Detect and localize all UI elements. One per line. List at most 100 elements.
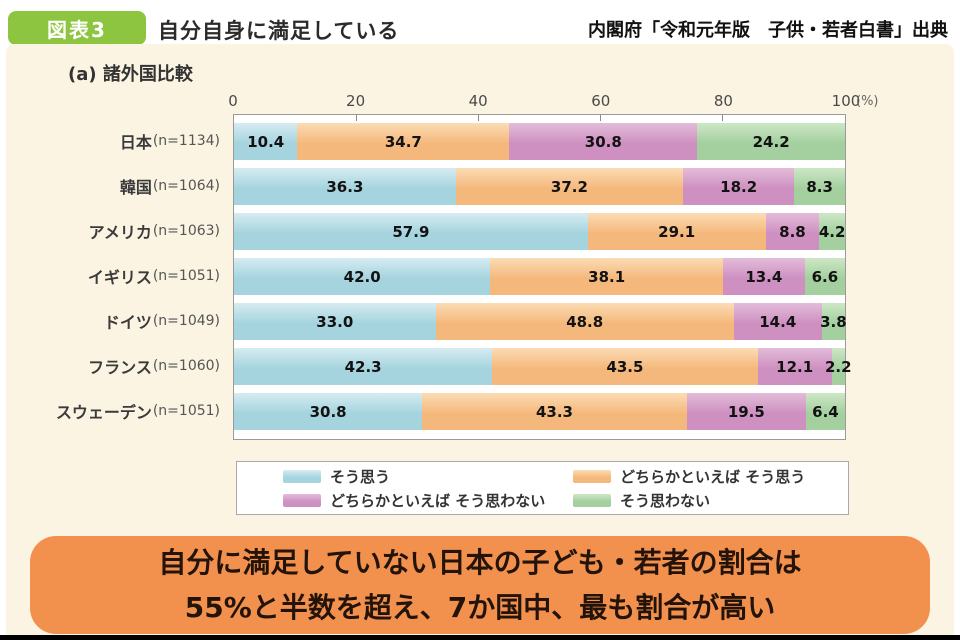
segment-value: 18.2 xyxy=(720,177,758,196)
category-label: 韓国 (n=1064) xyxy=(0,167,226,204)
x-axis: 0 20 40 60 80 100 (%) xyxy=(228,92,878,112)
legend-label: そう思わない xyxy=(620,491,711,510)
category-label: イギリス (n=1051) xyxy=(0,257,226,294)
banner-line-1: 自分に満足していない日本の子ども・若者の割合は xyxy=(158,546,802,579)
bar-segment: 34.7 xyxy=(297,123,510,160)
segment-value: 42.3 xyxy=(344,357,382,376)
x-axis-unit: (%) xyxy=(856,94,879,109)
source-citation: 内閣府「令和元年版 子供・若者白書」出典 xyxy=(588,20,948,41)
axis-tickmark xyxy=(722,115,724,121)
segment-value: 57.9 xyxy=(392,222,430,241)
segment-value: 19.5 xyxy=(727,402,765,421)
segment-value: 30.8 xyxy=(309,402,347,421)
section-label: (a) 諸外国比較 xyxy=(68,64,193,85)
sample-size: (n=1049) xyxy=(152,312,220,329)
bar-segment: 8.3 xyxy=(794,168,845,205)
sample-size: (n=1051) xyxy=(152,267,220,284)
legend-label: そう思う xyxy=(330,467,391,486)
bar-segment: 33.0 xyxy=(234,303,436,340)
segment-value: 12.1 xyxy=(776,357,814,376)
segment-value: 8.3 xyxy=(806,177,833,196)
sample-size: (n=1051) xyxy=(152,402,220,419)
segment-value: 36.3 xyxy=(326,177,364,196)
x-tick-label: 20 xyxy=(346,92,366,110)
country-name: イギリス xyxy=(87,267,152,287)
country-name: アメリカ xyxy=(88,222,152,242)
bar-row: 57.9 29.1 8.8 4.2 xyxy=(234,213,845,250)
banner-line-2: 55%と半数を超え、7か国中、最も割合が高い xyxy=(184,591,776,624)
bar-segment: 36.3 xyxy=(234,168,456,205)
bar-row: 42.0 38.1 13.4 6.6 xyxy=(234,258,845,295)
page-title: 自分自身に満足している xyxy=(158,19,400,43)
segment-value: 10.4 xyxy=(247,132,285,151)
bar-segment: 13.4 xyxy=(722,258,805,295)
country-name: スウェーデン xyxy=(55,402,152,422)
sample-size: (n=1063) xyxy=(152,222,220,239)
segment-value: 13.4 xyxy=(745,267,783,286)
x-tick-label: 80 xyxy=(713,92,733,110)
country-name: フランス xyxy=(88,357,152,377)
legend-swatch xyxy=(283,469,321,483)
axis-tickmark xyxy=(600,115,602,121)
sample-size: (n=1060) xyxy=(152,357,220,374)
bar-segment: 38.1 xyxy=(490,258,723,295)
legend-label: どちらかといえば そう思う xyxy=(620,467,806,486)
bar-segment: 57.9 xyxy=(234,213,588,250)
bar-segment: 6.4 xyxy=(805,393,845,430)
category-labels: 日本 (n=1134) 韓国 (n=1064) アメリカ (n=1063) イギリス (n=1… xyxy=(0,114,226,440)
segment-value: 48.8 xyxy=(566,312,604,331)
category-label: スウェーデン (n=1051) xyxy=(0,392,226,429)
plot-area: 10.4 34.7 30.8 24.2 36.3 37.2 18.2 8.3 57.9 29.1 8… xyxy=(233,114,852,440)
segment-value: 37.2 xyxy=(550,177,588,196)
bar-segment: 19.5 xyxy=(686,393,806,430)
segment-value: 6.4 xyxy=(812,402,839,421)
x-tick-label: 40 xyxy=(468,92,488,110)
segment-value: 34.7 xyxy=(384,132,422,151)
category-label: アメリカ (n=1063) xyxy=(0,212,226,249)
bar-row: 33.0 48.8 14.4 3.8 xyxy=(234,303,847,340)
segment-value: 3.8 xyxy=(820,312,847,331)
segment-value: 8.8 xyxy=(779,222,806,241)
segment-value: 38.1 xyxy=(588,267,626,286)
segment-value: 2.2 xyxy=(825,357,852,376)
segment-value: 43.5 xyxy=(606,357,644,376)
axis-tickmark xyxy=(477,115,479,121)
segment-value: 6.6 xyxy=(811,267,839,286)
bar-segment: 12.1 xyxy=(757,348,832,385)
category-label: ドイツ (n=1049) xyxy=(0,302,226,339)
legend-item: そう思わない xyxy=(573,490,848,511)
bar-segment: 3.8 xyxy=(820,303,847,340)
legend-item: どちらかといえば そう思う xyxy=(573,466,848,487)
bar-segment: 43.5 xyxy=(492,348,758,385)
category-label: 日本 (n=1134) xyxy=(0,122,226,159)
sample-size: (n=1134) xyxy=(152,132,220,149)
x-tick-label: 60 xyxy=(591,92,611,110)
bar-segment: 42.3 xyxy=(234,348,493,385)
bar-segment: 37.2 xyxy=(455,168,684,205)
legend-swatch xyxy=(573,493,611,507)
segment-value: 30.8 xyxy=(584,132,622,151)
segment-value: 29.1 xyxy=(658,222,696,241)
legend-item: そう思う xyxy=(283,466,573,487)
bar-segment: 30.8 xyxy=(234,393,423,430)
bar-row: 30.8 43.3 19.5 6.4 xyxy=(234,393,845,430)
x-tick-label: 0 xyxy=(228,92,238,110)
summary-banner: 自分に満足していない日本の子ども・若者の割合は 55%と半数を超え、7か国中、最… xyxy=(30,536,930,634)
segment-value: 14.4 xyxy=(759,312,797,331)
bottom-black-strip xyxy=(0,635,960,640)
category-label: フランス (n=1060) xyxy=(0,347,226,384)
segment-value: 24.2 xyxy=(752,132,790,151)
legend-label: どちらかといえば そう思わない xyxy=(330,491,546,510)
bar-segment: 29.1 xyxy=(587,213,766,250)
segment-value: 42.0 xyxy=(343,267,381,286)
country-name: ドイツ xyxy=(103,312,152,332)
legend-swatch xyxy=(283,493,321,507)
bar-segment: 6.6 xyxy=(804,258,845,295)
bar-segment: 4.2 xyxy=(819,213,845,250)
bar-segment: 24.2 xyxy=(697,123,845,160)
bar-segment: 18.2 xyxy=(683,168,795,205)
figure-badge: 図表3 xyxy=(8,11,146,45)
bar-row: 10.4 34.7 30.8 24.2 xyxy=(234,123,845,160)
legend: そう思う どちらかといえば そう思うどちらかといえば そう思わない そう思わない xyxy=(236,461,849,515)
